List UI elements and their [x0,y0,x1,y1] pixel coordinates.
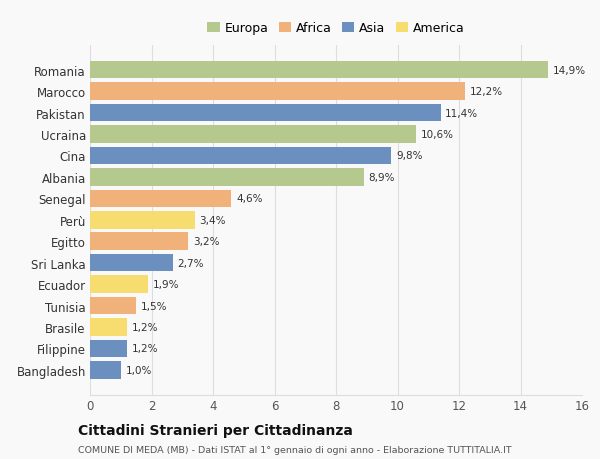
Text: 3,4%: 3,4% [199,215,226,225]
Text: 1,9%: 1,9% [153,280,179,290]
Bar [90,340,127,358]
Text: 10,6%: 10,6% [421,130,454,140]
Bar [90,254,173,272]
Text: 9,8%: 9,8% [396,151,422,161]
Bar [90,319,127,336]
Bar [90,105,440,122]
Bar [90,276,148,293]
Text: 1,5%: 1,5% [141,301,167,311]
Bar [90,169,364,186]
Bar [90,297,136,315]
Bar [90,147,391,165]
Legend: Europa, Africa, Asia, America: Europa, Africa, Asia, America [202,17,470,40]
Bar [90,83,465,101]
Bar [90,62,548,79]
Text: 11,4%: 11,4% [445,108,478,118]
Text: 1,2%: 1,2% [131,322,158,332]
Text: 3,2%: 3,2% [193,237,220,246]
Text: 8,9%: 8,9% [368,173,395,183]
Text: 4,6%: 4,6% [236,194,263,204]
Text: 2,7%: 2,7% [178,258,204,268]
Text: Cittadini Stranieri per Cittadinanza: Cittadini Stranieri per Cittadinanza [78,423,353,437]
Bar [90,361,121,379]
Text: 14,9%: 14,9% [553,66,586,76]
Text: 12,2%: 12,2% [470,87,503,97]
Bar [90,212,194,229]
Bar [90,126,416,144]
Text: 1,0%: 1,0% [125,365,152,375]
Text: 1,2%: 1,2% [131,344,158,354]
Text: COMUNE DI MEDA (MB) - Dati ISTAT al 1° gennaio di ogni anno - Elaborazione TUTTI: COMUNE DI MEDA (MB) - Dati ISTAT al 1° g… [78,445,512,454]
Bar [90,190,232,207]
Bar [90,233,188,251]
